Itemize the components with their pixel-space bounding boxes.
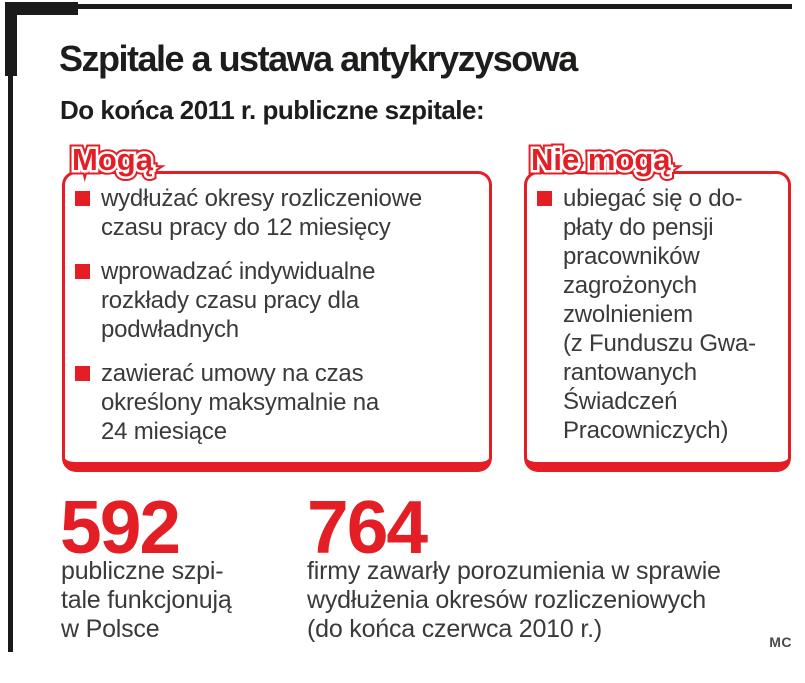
frame-corner-horizontal <box>5 2 78 15</box>
list-item-text: wydłużać okresy rozliczeniowe czasu prac… <box>101 185 422 241</box>
cannot-box-label: Nie mogą Nie mogą Nie mogą <box>527 138 676 182</box>
list-item-text: ubiegać się o do- płaty do pensji pracow… <box>563 185 756 444</box>
can-box: wydłużać okresy rozliczeniowe czasu prac… <box>62 171 492 472</box>
can-box-label-halo: Mogą <box>70 140 156 180</box>
cannot-box: ubiegać się o do- płaty do pensji pracow… <box>524 171 791 472</box>
frame-corner-vertical <box>5 2 17 76</box>
bullet-square-icon <box>75 264 90 279</box>
can-box-label-text: Mogą <box>72 142 153 177</box>
cannot-box-label-halo: Nie mogą <box>529 140 674 180</box>
cannot-box-label-text: Nie mogą <box>531 142 671 177</box>
list-item-text: wprowadzać indywidualne rozkłady czasu p… <box>101 258 376 343</box>
frame-top-rule <box>70 4 792 9</box>
list-item-text: zawierać umowy na czas określony maksyma… <box>101 360 379 445</box>
list-item: ubiegać się o do- płaty do pensji pracow… <box>536 184 780 445</box>
stat-value-hospitals: 592 <box>60 485 181 569</box>
can-box-label-outline: Mogą <box>68 138 158 182</box>
cannot-box-list: ubiegać się o do- płaty do pensji pracow… <box>536 184 780 445</box>
author-credit: MC <box>769 634 792 650</box>
bullet-square-icon <box>537 191 552 206</box>
page-title: Szpitale a ustawa antykryzysowa <box>59 38 578 79</box>
subtitle: Do końca 2011 r. publiczne szpitale: <box>60 95 485 125</box>
bullet-square-icon <box>75 366 90 381</box>
stat-caption-hospitals: publiczne szpi- tale funkcjonują w Polsc… <box>61 557 232 643</box>
can-box-label: Mogą Mogą Mogą <box>68 138 158 182</box>
stat-caption-companies: firmy zawarły porozumienia w sprawie wyd… <box>307 557 721 643</box>
can-box-list: wydłużać okresy rozliczeniowe czasu prac… <box>74 184 481 446</box>
bullet-square-icon <box>75 191 90 206</box>
stat-value-companies: 764 <box>307 485 428 569</box>
list-item: zawierać umowy na czas określony maksyma… <box>74 359 481 446</box>
list-item: wydłużać okresy rozliczeniowe czasu prac… <box>74 184 481 242</box>
cannot-box-label-outline: Nie mogą <box>527 138 676 182</box>
frame-left-rule <box>8 70 13 652</box>
list-item: wprowadzać indywidualne rozkłady czasu p… <box>74 257 481 344</box>
